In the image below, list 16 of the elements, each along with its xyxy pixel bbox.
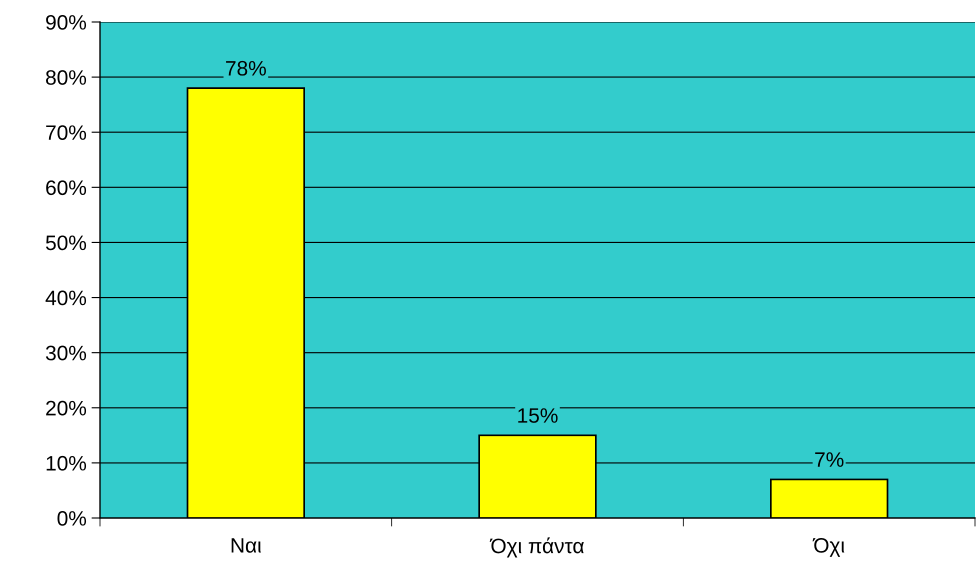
data-label: 15%: [518, 408, 558, 423]
y-tick-label: 20%: [46, 400, 86, 416]
y-tick-label: 90%: [46, 15, 86, 30]
y-tick-label: 30%: [46, 346, 86, 360]
data-label: 7%: [815, 452, 844, 467]
y-tick-label: 0%: [58, 511, 86, 526]
y-tick-label: 60%: [46, 180, 86, 196]
x-tick-label: Όχι: [812, 538, 844, 557]
y-tick-label: 70%: [46, 125, 86, 140]
x-tick-label: Ναι: [232, 538, 262, 553]
data-label: 78%: [226, 60, 266, 76]
y-tick-label: 80%: [46, 70, 86, 85]
x-tick-label: Όχι πάντα: [490, 537, 584, 558]
y-tick-label: 40%: [46, 290, 86, 306]
y-tick-label: 10%: [46, 456, 86, 471]
y-tick-label: 50%: [46, 235, 86, 250]
